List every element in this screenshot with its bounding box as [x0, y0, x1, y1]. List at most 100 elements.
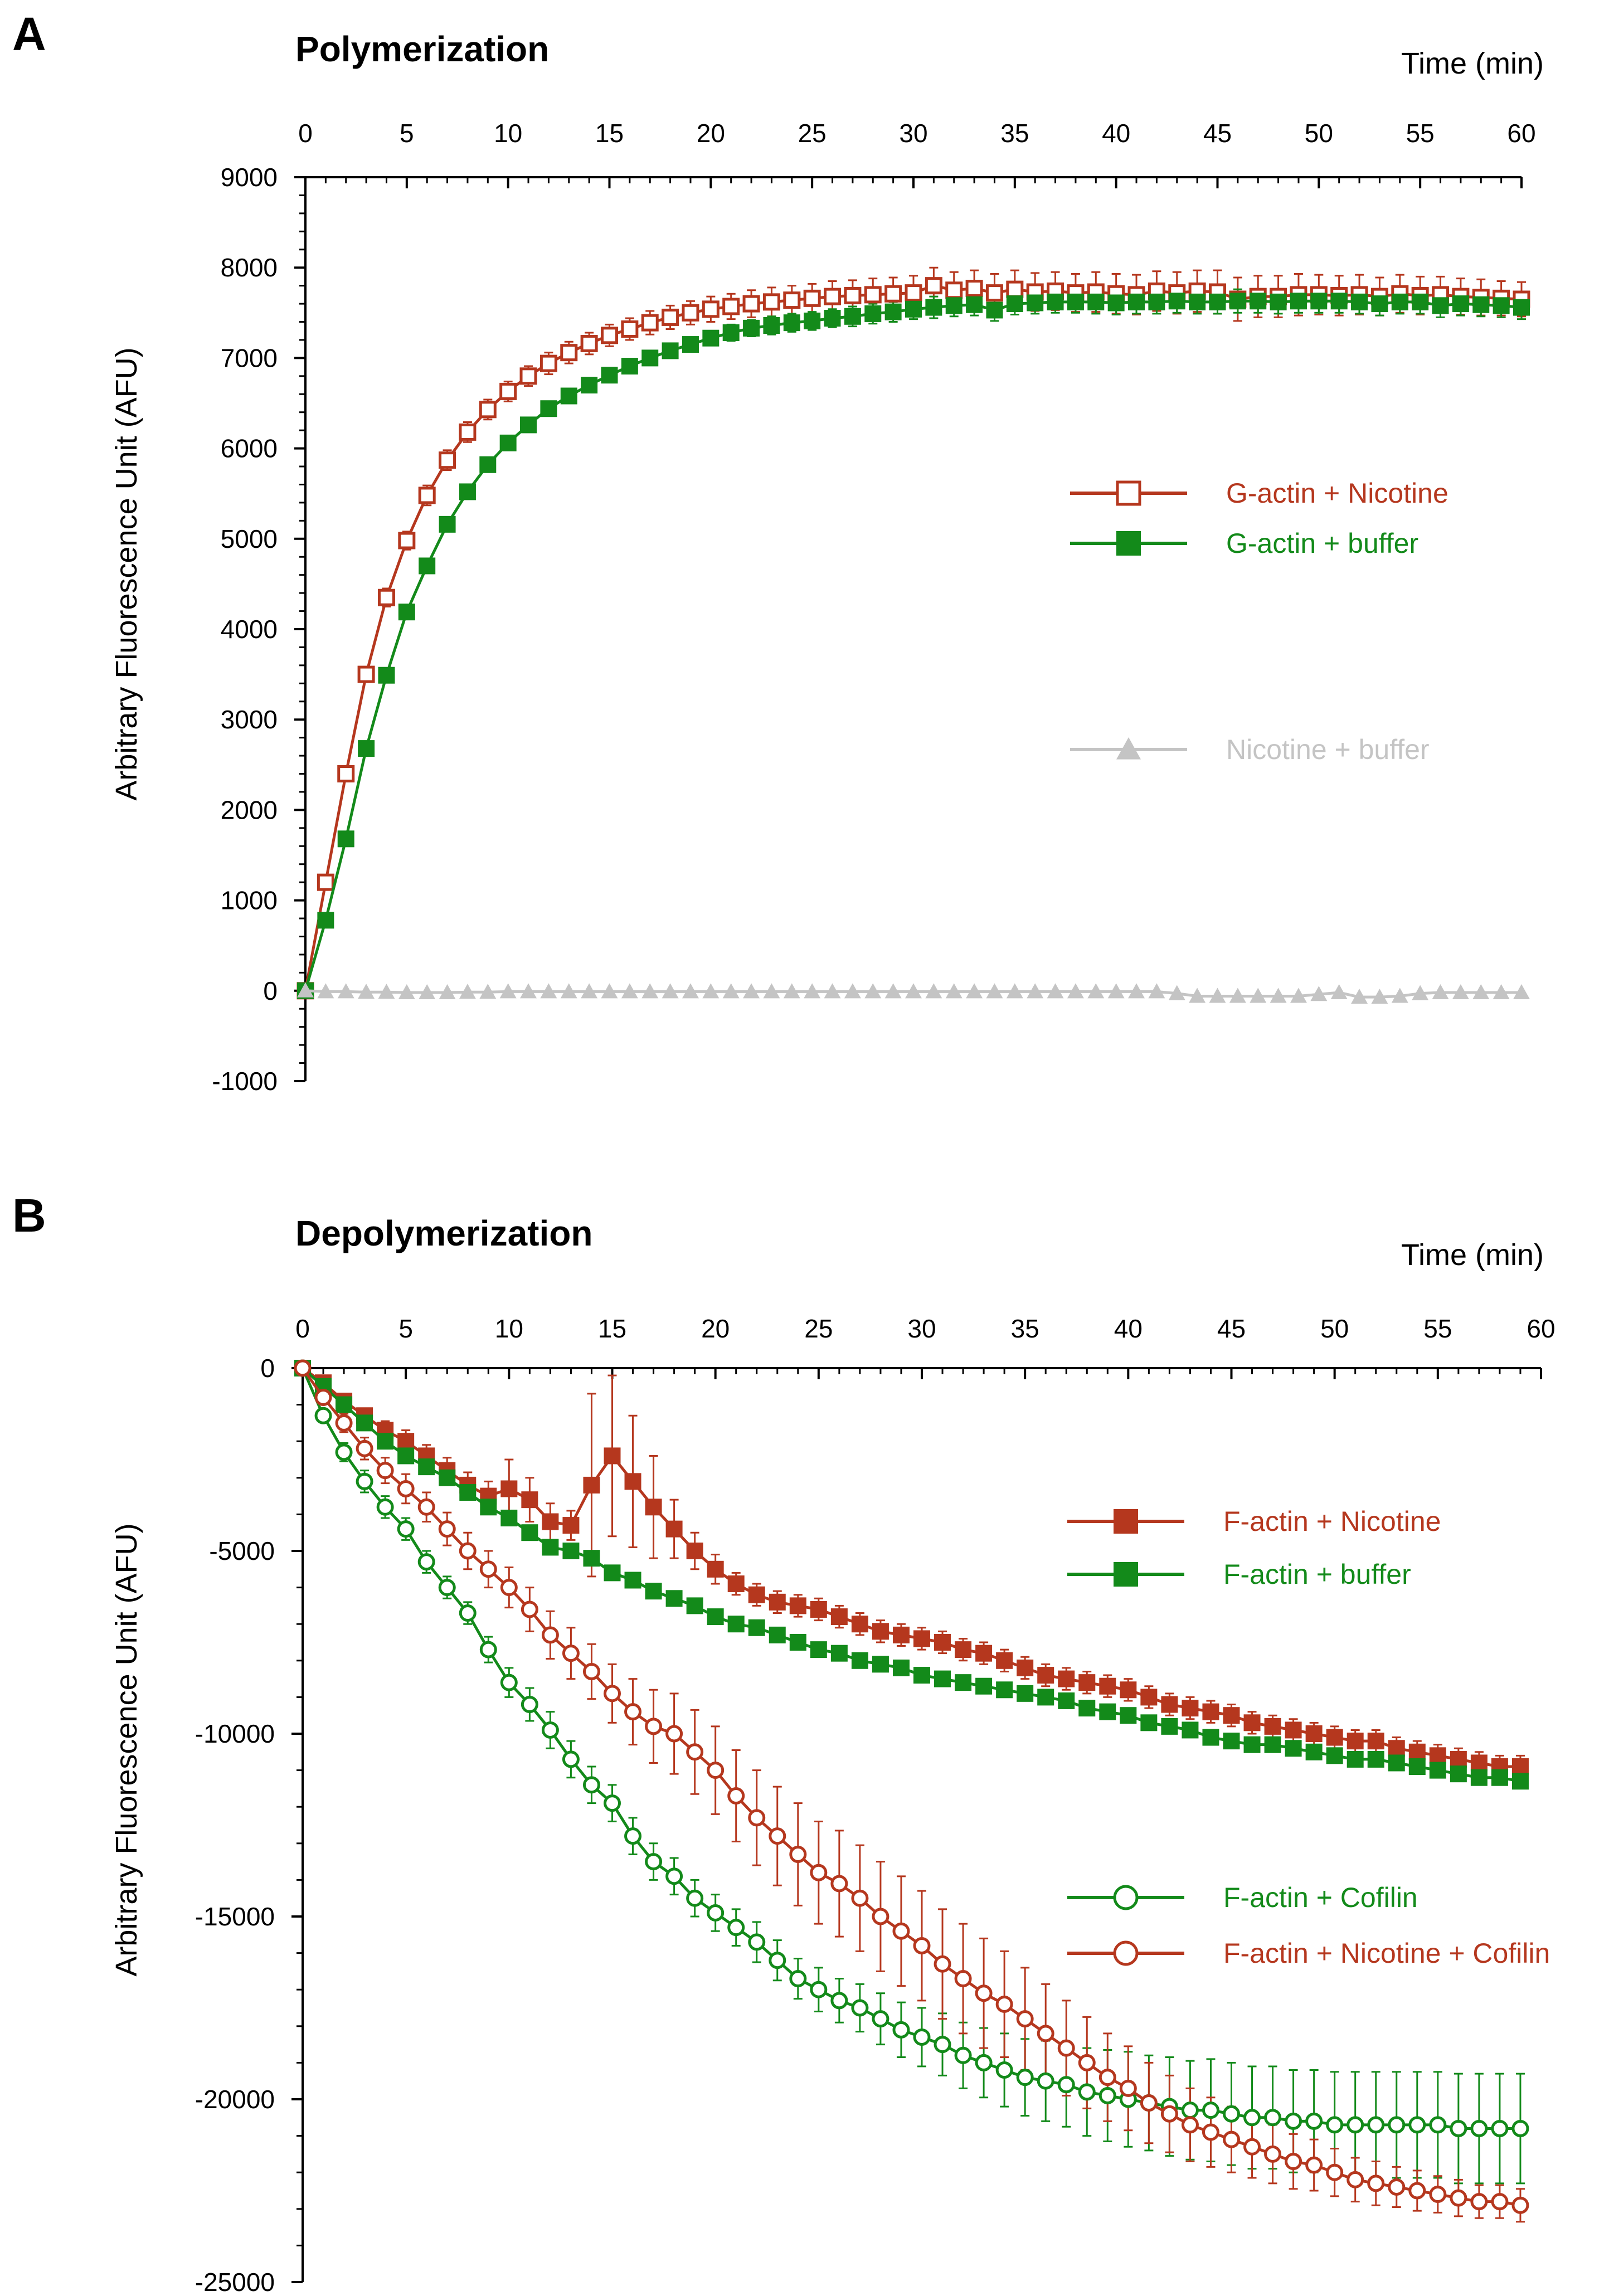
- g-actin-nicotine-point: [762, 293, 780, 311]
- f-actin-cofilin-point: [1388, 2116, 1406, 2134]
- g-actin-buffer-point: [824, 310, 841, 327]
- g-actin-buffer-point: [337, 830, 354, 848]
- f-actin-buffer-point: [1264, 1736, 1281, 1753]
- f-actin-buffer-point: [1223, 1733, 1240, 1750]
- f-actin-buffer-point: [1202, 1729, 1219, 1746]
- f-actin-nicotine-cofilin-point: [769, 1827, 786, 1845]
- f-actin-nicotine-cofilin-point: [417, 1498, 435, 1516]
- g-actin-buffer-point: [1290, 293, 1307, 310]
- f-actin-nicotine-point: [521, 1491, 538, 1509]
- f-actin-buffer-point: [356, 1414, 373, 1432]
- f-actin-cofilin-point: [954, 2046, 972, 2064]
- g-actin-nicotine-point: [925, 277, 942, 295]
- f-actin-nicotine-cofilin-point: [1264, 2145, 1282, 2163]
- x-tick-label: 45: [1217, 1314, 1246, 1343]
- g-actin-nicotine-point: [905, 284, 922, 302]
- nicotine-buffer-point: [1391, 988, 1408, 1003]
- nicotine-buffer-point: [743, 983, 760, 999]
- f-actin-nicotine-point: [1511, 1758, 1529, 1775]
- f-actin-cofilin-point: [1511, 2119, 1529, 2137]
- f-actin-nicotine-cofilin-point: [1305, 2156, 1323, 2174]
- f-actin-nicotine-point: [500, 1480, 518, 1497]
- f-actin-cofilin-point: [1037, 2072, 1054, 2090]
- g-actin-buffer-point: [1432, 297, 1449, 314]
- f-actin-nicotine-point: [1429, 1747, 1446, 1764]
- legend-label: F-actin + Nicotine + Cofilin: [1223, 1938, 1550, 1969]
- f-actin-nicotine-point: [892, 1626, 910, 1643]
- g-actin-buffer-point: [1493, 297, 1510, 314]
- g-actin-nicotine-point: [459, 423, 477, 441]
- f-actin-cofilin-point: [995, 2061, 1013, 2079]
- nicotine-buffer-point: [601, 983, 618, 999]
- g-actin-buffer-point: [1310, 293, 1328, 310]
- g-actin-nicotine-point: [499, 382, 517, 400]
- nicotine-buffer-point: [1330, 984, 1348, 1000]
- f-actin-nicotine-cofilin-point: [1078, 2054, 1096, 2071]
- panel-b-y-axis-label: Arbitrary Fluorescence Unit (AFU): [110, 1523, 143, 1976]
- f-actin-cofilin-point: [830, 1992, 848, 2010]
- nicotine-buffer-point: [1047, 983, 1064, 999]
- g-actin-nicotine-point: [377, 588, 395, 606]
- f-actin-nicotine-point: [810, 1601, 827, 1618]
- f-actin-buffer-point: [830, 1645, 848, 1662]
- f-actin-cofilin-point: [892, 2021, 910, 2039]
- legend-item-g-actin-buffer: G-actin + buffer: [1070, 528, 1418, 559]
- f-actin-nicotine-cofilin-point: [748, 1809, 766, 1827]
- f-actin-buffer-point: [872, 1656, 889, 1673]
- g-actin-buffer-point: [1452, 295, 1469, 313]
- f-actin-nicotine-cofilin-point: [1429, 2186, 1447, 2203]
- f-actin-buffer-point: [624, 1572, 641, 1589]
- g-actin-buffer-point: [419, 557, 436, 575]
- y-tick-label: -15000: [195, 1902, 275, 1931]
- f-actin-buffer-point: [336, 1396, 353, 1413]
- panel-b-axes: 0 5 10 15 20 25 30 35 40 45 50 55 60 0 -5000 -10000 -150…: [195, 1314, 1555, 2296]
- f-actin-nicotine-cofilin-point: [459, 1542, 477, 1560]
- f-actin-cofilin-point: [1285, 2112, 1302, 2130]
- f-actin-nicotine-cofilin-point: [686, 1743, 704, 1761]
- f-actin-nicotine-point: [955, 1641, 972, 1658]
- x-tick-label: 60: [1527, 1314, 1555, 1343]
- f-actin-buffer-point: [789, 1634, 806, 1651]
- x-tick-label: 20: [701, 1314, 730, 1343]
- f-actin-nicotine-cofilin-point: [1243, 2138, 1261, 2156]
- nicotine-buffer-point: [439, 984, 456, 1000]
- g-actin-nicotine-point: [722, 298, 740, 315]
- nicotine-buffer-point: [884, 983, 902, 999]
- nicotine-buffer-point: [1229, 988, 1246, 1003]
- g-actin-buffer-point: [439, 515, 456, 533]
- f-actin-nicotine-point: [1140, 1689, 1158, 1706]
- g-actin-buffer-point: [844, 308, 861, 325]
- f-actin-nicotine-cofilin-point: [934, 1955, 951, 1973]
- g-actin-nicotine-line: [304, 284, 1522, 991]
- f-actin-cofilin-point: [1202, 2102, 1219, 2119]
- g-actin-nicotine-point: [783, 291, 801, 309]
- nicotine-buffer-point: [925, 983, 942, 999]
- f-actin-nicotine-cofilin-point: [665, 1725, 683, 1743]
- g-actin-buffer-point: [358, 740, 375, 757]
- f-actin-nicotine-cofilin-point: [727, 1787, 745, 1805]
- nicotine-buffer-point: [1371, 989, 1388, 1004]
- f-actin-nicotine-point: [1346, 1733, 1364, 1750]
- f-actin-cofilin-point: [707, 1904, 725, 1922]
- f-actin-nicotine-cofilin-point: [810, 1864, 828, 1881]
- f-actin-nicotine-point: [830, 1608, 848, 1626]
- f-actin-cofilin-point: [314, 1407, 332, 1424]
- f-actin-buffer-point: [604, 1564, 621, 1582]
- y-tick-label: 2000: [221, 795, 278, 824]
- g-actin-buffer-point: [1391, 293, 1408, 310]
- g-actin-buffer-point: [540, 400, 557, 417]
- f-actin-nicotine-point: [1182, 1700, 1199, 1717]
- f-actin-nicotine-cofilin-point: [1202, 2123, 1219, 2141]
- f-actin-cofilin-point: [604, 1794, 621, 1812]
- f-actin-nicotine-point: [934, 1634, 951, 1651]
- f-actin-buffer-point: [1429, 1762, 1446, 1779]
- g-actin-buffer-point: [682, 336, 699, 353]
- g-actin-nicotine-point: [662, 308, 679, 326]
- x-tick-label: 30: [899, 119, 927, 148]
- f-actin-cofilin-point: [665, 1867, 683, 1885]
- g-actin-nicotine-point: [824, 288, 842, 305]
- f-actin-nicotine-point: [996, 1652, 1013, 1669]
- nicotine-buffer-point: [419, 984, 436, 1000]
- f-actin-nicotine-cofilin-point: [294, 1359, 312, 1377]
- f-actin-nicotine-cofilin-point: [397, 1480, 415, 1497]
